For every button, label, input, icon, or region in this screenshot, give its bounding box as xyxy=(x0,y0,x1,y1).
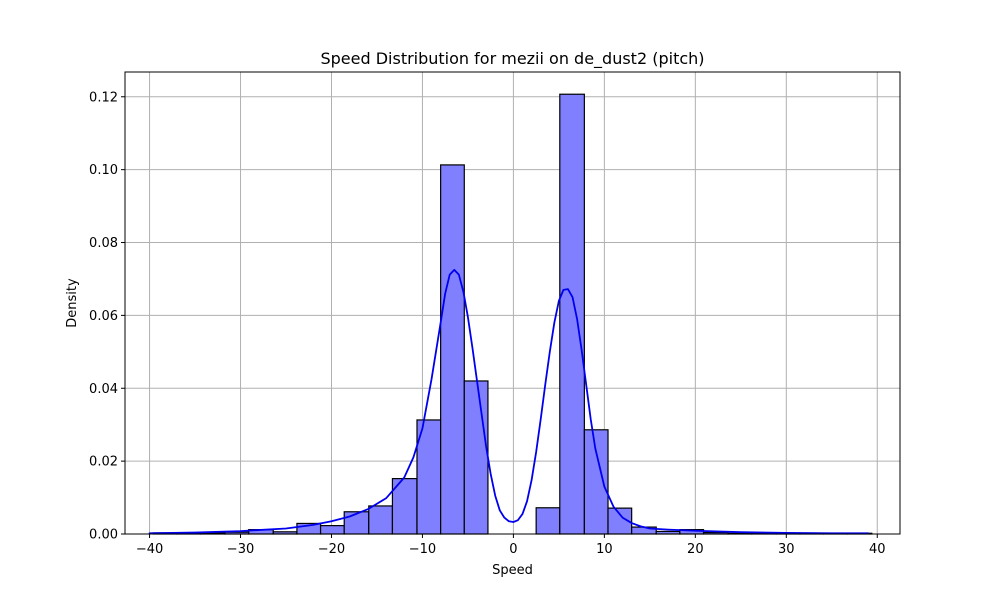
histogram-bar xyxy=(535,507,561,535)
x-tick-label: −40 xyxy=(136,542,163,557)
plot-frame xyxy=(124,71,901,535)
kde-curve-layer xyxy=(148,268,870,535)
y-tick-label: 0.02 xyxy=(89,455,118,470)
x-tick-label: −10 xyxy=(409,542,436,557)
y-tick-label: 0.00 xyxy=(89,528,118,543)
histogram-bar xyxy=(343,511,370,535)
x-tick-label: 0 xyxy=(509,542,517,557)
histogram-bar xyxy=(368,505,394,535)
x-axis-label: Speed xyxy=(492,563,533,578)
chart-title: Speed Distribution for mezii on de_dust2… xyxy=(320,49,704,69)
x-tick-label: 20 xyxy=(687,542,704,557)
x-tick-label: 10 xyxy=(596,542,613,557)
y-axis-label: Density xyxy=(65,278,80,328)
x-tick-label: 30 xyxy=(778,542,795,557)
histogram-bar xyxy=(319,525,345,535)
x-axis-ticks: −40 −30 −20 −10 0 10 20 30 40 xyxy=(136,534,886,557)
histogram-bar xyxy=(440,164,465,535)
y-tick-label: 0.12 xyxy=(89,90,118,105)
x-tick-label: −20 xyxy=(318,542,345,557)
x-tick-label: 40 xyxy=(869,542,886,557)
y-tick-label: 0.08 xyxy=(89,236,118,251)
y-tick-label: 0.04 xyxy=(89,382,118,397)
kde-curve xyxy=(148,268,870,535)
y-tick-label: 0.10 xyxy=(89,163,118,178)
x-tick-label: −30 xyxy=(227,542,254,557)
y-axis-ticks: 0.00 0.02 0.04 0.06 0.08 0.10 0.12 xyxy=(89,90,125,543)
histogram-bar xyxy=(463,380,489,535)
histogram-bar xyxy=(391,478,418,535)
histogram-bar xyxy=(583,429,609,535)
y-tick-label: 0.06 xyxy=(89,309,118,324)
histogram-bar xyxy=(559,93,585,535)
